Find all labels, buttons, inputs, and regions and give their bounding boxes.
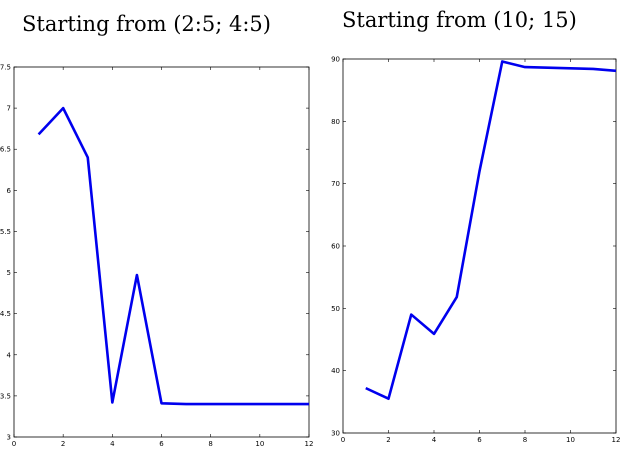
x-tick-label: 4 — [432, 436, 437, 444]
y-tick-label: 5.5 — [0, 228, 11, 236]
series-line-right — [365, 60, 617, 401]
chart-title-right: Starting from (10; 15) — [342, 8, 577, 32]
y-tick-label: 80 — [331, 118, 340, 126]
x-tick-label: 10 — [566, 436, 575, 444]
y-tick-label: 40 — [331, 367, 340, 375]
x-tick-label: 12 — [305, 440, 314, 448]
y-tick-label: 3 — [7, 434, 11, 442]
x-tick-label: 6 — [477, 436, 482, 444]
y-tick-label: 4.5 — [0, 310, 11, 318]
y-tick-label: 6 — [7, 187, 12, 195]
y-tick-label: 7 — [7, 105, 11, 113]
y-tick-label: 50 — [331, 305, 340, 313]
x-tick-label: 6 — [159, 440, 164, 448]
chart-title-left: Starting from (2:5; 4:5) — [22, 12, 271, 36]
y-tick-label: 70 — [331, 180, 340, 188]
x-tick-label: 8 — [208, 440, 212, 448]
plot-area-left — [13, 66, 310, 438]
series-line-left — [37, 106, 309, 406]
x-tick-label: 8 — [523, 436, 527, 444]
x-tick-label: 4 — [110, 440, 115, 448]
y-tick-label: 6.5 — [0, 146, 11, 154]
x-tick-label: 12 — [612, 436, 621, 444]
y-tick-label: 5 — [7, 269, 11, 277]
x-tick-label: 0 — [12, 440, 16, 448]
x-tick-label: 0 — [341, 436, 345, 444]
x-tick-label: 10 — [255, 440, 264, 448]
chart-right: 30 40 50 60 70 80 90 0 2 4 6 8 10 12 — [331, 56, 620, 445]
x-tick-label: 2 — [386, 436, 390, 444]
y-tick-label: 4 — [7, 351, 12, 359]
plot-area-right — [342, 58, 617, 434]
chart-left: 3 3.5 4 4.5 5 5.5 6 6.5 7 7.5 0 2 4 6 8 10 12 — [0, 64, 313, 449]
y-tick-label: 30 — [331, 430, 340, 438]
x-tick-label: 2 — [61, 440, 65, 448]
y-tick-label: 90 — [331, 56, 340, 64]
y-tick-label: 60 — [331, 243, 340, 251]
y-tick-label: 7.5 — [0, 64, 11, 72]
y-tick-label: 3.5 — [0, 392, 11, 400]
